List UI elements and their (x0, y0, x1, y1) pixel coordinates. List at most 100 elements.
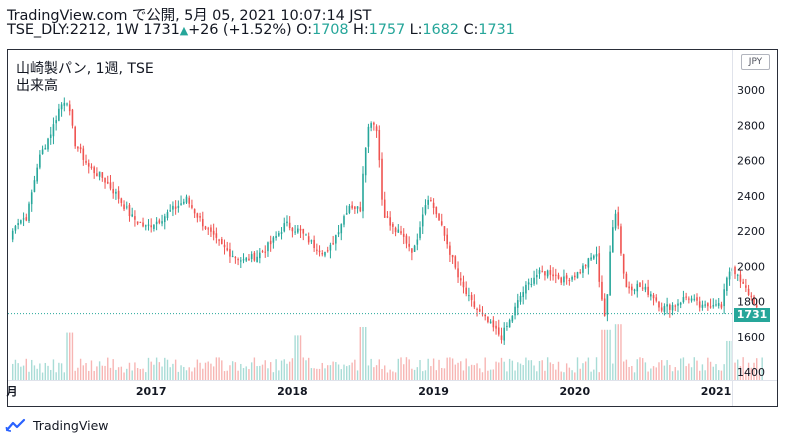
candle-body (682, 297, 685, 303)
volume-bar (240, 363, 242, 380)
volume-bar (723, 364, 725, 380)
candle-body (49, 134, 52, 138)
volume-bar (745, 370, 747, 380)
volume-bar (142, 368, 144, 380)
candle-body (516, 300, 519, 308)
volume-bar (60, 363, 63, 380)
candle-body (674, 305, 677, 307)
candle-body (256, 256, 258, 263)
volume-bar (549, 362, 552, 380)
volume-bar (299, 335, 302, 380)
candle-body (20, 220, 22, 224)
low-label: L: (409, 22, 423, 38)
volume-bar (242, 368, 245, 380)
volume-bar (256, 366, 258, 380)
candle-body (269, 240, 272, 245)
volume-bar (47, 365, 49, 380)
candle-body (715, 304, 717, 306)
candle-body (601, 281, 603, 300)
volume-bar (354, 359, 356, 380)
candle-body (253, 252, 256, 261)
tradingview-logo[interactable]: TradingView (5, 415, 109, 435)
volume-bar (321, 362, 323, 380)
candle-body (36, 167, 38, 182)
volume-bar (506, 371, 508, 380)
volume-bar (519, 363, 522, 380)
volume-bar (685, 366, 687, 380)
candle-body (734, 266, 736, 275)
candle-body (351, 205, 353, 209)
volume-bar (128, 362, 131, 380)
volume-bar (215, 357, 218, 380)
candle-body (223, 244, 226, 248)
candle-body (753, 296, 755, 305)
candle-body (625, 273, 628, 288)
candle-body (446, 234, 448, 245)
volume-bar (715, 364, 717, 380)
candle-body (574, 275, 576, 278)
currency-button[interactable]: JPY (741, 54, 770, 70)
volume-bar (272, 372, 275, 380)
volume-bar (340, 369, 342, 380)
volume-bar (652, 366, 655, 380)
volume-bar (400, 357, 402, 380)
volume-bar (422, 371, 424, 380)
candle-body (560, 277, 563, 283)
candle-body (609, 251, 611, 296)
candle-body (386, 216, 389, 218)
volume-bar (484, 357, 486, 380)
volume-bar (660, 360, 663, 380)
candle-body (231, 255, 234, 257)
candle-body (60, 104, 63, 110)
candle-body (55, 120, 57, 124)
candle-body (25, 217, 28, 221)
volume-bar (639, 357, 641, 380)
candle-body (595, 254, 598, 257)
volume-bar (538, 361, 541, 380)
chart-frame (7, 49, 778, 407)
volume-bar (389, 369, 391, 380)
candle-body (606, 294, 609, 315)
volume-bar (39, 363, 41, 380)
candle-body (77, 146, 79, 149)
candle-body (747, 288, 750, 295)
volume-bar (69, 332, 71, 380)
volume-bar (658, 362, 660, 380)
volume-bar (462, 370, 465, 380)
volume-bar (226, 370, 228, 380)
volume-bar (753, 362, 755, 380)
candle-body (576, 272, 579, 279)
volume-bar (193, 367, 196, 380)
volume-bar (169, 367, 171, 380)
volume-bar (381, 368, 383, 380)
candle-body (487, 316, 489, 323)
candle-body (131, 214, 133, 217)
volume-bar (574, 372, 576, 380)
volume-bar (498, 362, 500, 380)
time-tick-label: 2019 (418, 385, 449, 398)
volume-bar (688, 363, 690, 380)
candle-body (565, 275, 568, 279)
price-tick-label: 1800 (737, 296, 765, 309)
volume-bar (33, 365, 36, 380)
candle-body (402, 233, 405, 237)
price-tick-label: 3000 (737, 84, 765, 97)
candle-body (554, 274, 557, 276)
candle-body (123, 204, 125, 210)
candle-body (696, 297, 698, 301)
candle-body (378, 129, 381, 161)
volume-bar (622, 361, 625, 380)
candle-body (522, 292, 525, 298)
candle-body (563, 276, 565, 283)
volume-bar (709, 361, 712, 380)
volume-bar (693, 357, 695, 380)
volume-bar (204, 362, 207, 380)
candle-body (82, 148, 85, 160)
volume-bar (343, 364, 345, 380)
candle-body (590, 257, 592, 260)
candle-body (106, 181, 109, 184)
candle-body (17, 223, 19, 226)
volume-bar (628, 366, 630, 380)
volume-bar (253, 357, 256, 380)
